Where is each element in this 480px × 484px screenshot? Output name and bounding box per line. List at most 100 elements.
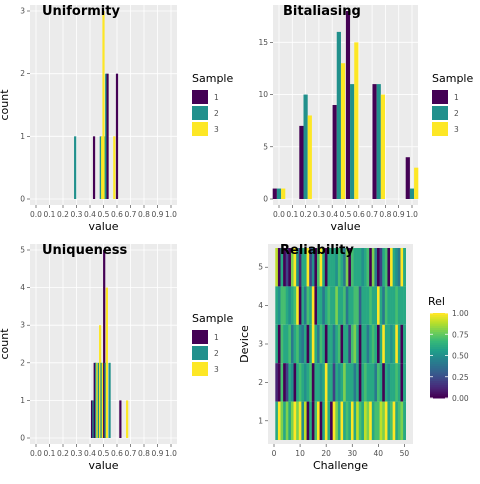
heatmap-cell (325, 286, 328, 324)
heatmap-cell (307, 363, 310, 401)
heatmap-cell (400, 286, 403, 324)
panel-uniqueness: 0.0 0.1 0.2 0.3 0.4 0.5 0.6 0.7 0.8 0.9 1.0012345 U… (0, 243, 233, 472)
legend-label: 3 (214, 365, 219, 374)
heatmap-cell (343, 286, 346, 324)
heatmap-cell (387, 286, 390, 324)
heatmap-cell (393, 402, 396, 440)
heatmap-cell (341, 402, 344, 440)
heatmap-cell (398, 325, 401, 363)
x-tick-label: 50 (400, 449, 410, 458)
y-tick-label: 0 (20, 195, 25, 204)
legend-swatch-1 (192, 90, 208, 104)
heatmap-cell (281, 325, 284, 363)
heatmap-cell (372, 325, 375, 363)
heatmap-cell (325, 363, 328, 401)
legend-swatch-2 (432, 106, 448, 120)
bar-sample-3 (281, 189, 285, 199)
bar-sample-1 (106, 74, 108, 199)
heatmap-cell (348, 286, 351, 324)
heatmap-cell (322, 286, 325, 324)
x-tick-label: 0.3 (71, 449, 83, 458)
legend-swatch-3 (192, 122, 208, 136)
heatmap-cell (299, 286, 302, 324)
x-tick-label: 0.7 (366, 210, 378, 219)
legend-tick-label: 1.00 (452, 309, 469, 318)
heatmap-cell (330, 363, 333, 401)
heatmap-cell (322, 363, 325, 401)
bar-sample-1 (372, 84, 376, 199)
heatmap-cell (356, 402, 359, 440)
x-tick-label: 0.2 (300, 210, 312, 219)
heatmap-cell (354, 325, 357, 363)
heatmap-cell (312, 286, 315, 324)
heatmap-cell (400, 363, 403, 401)
heatmap-cell (330, 286, 333, 324)
heatmap-cell (296, 402, 299, 440)
heatmap-cell (361, 402, 364, 440)
heatmap-cell (372, 402, 375, 440)
heatmap-cell (387, 402, 390, 440)
y-tick-label: 3 (20, 7, 25, 16)
heatmap-cell (390, 248, 393, 286)
y-tick-label: 0 (263, 195, 268, 204)
heatmap-cell (385, 363, 388, 401)
heatmap-cell (312, 363, 315, 401)
heatmap-cell (317, 286, 320, 324)
legend-tick-label: 0.00 (452, 394, 469, 403)
x-tick-label: 1.0 (165, 449, 177, 458)
legend-title: Sample (192, 312, 233, 325)
heatmap-cell (281, 402, 284, 440)
heatmap-cell (385, 248, 388, 286)
heatmap-cell (317, 402, 320, 440)
legend-label: 2 (454, 109, 459, 118)
heatmap-cell (320, 363, 323, 401)
bar-sample-2 (337, 32, 341, 199)
heatmap-cell (398, 286, 401, 324)
heatmap-cell (380, 248, 383, 286)
y-tick-label: 5 (258, 263, 263, 272)
heatmap-cell (346, 402, 349, 440)
heatmap-cell (377, 248, 380, 286)
bar-sample-3 (381, 95, 385, 199)
heatmap-cell (403, 286, 406, 324)
y-tick-label: 3 (20, 321, 25, 330)
heatmap-cell (333, 402, 336, 440)
heatmap-cell (377, 325, 380, 363)
heatmap-cell (288, 286, 291, 324)
legend-tick-label: 0.25 (452, 373, 469, 382)
x-tick-label: 0.2 (57, 449, 69, 458)
heatmap-cell (330, 402, 333, 440)
heatmap-cell (288, 363, 291, 401)
heatmap-cell (281, 363, 284, 401)
x-tick-label: 0.5 (98, 449, 110, 458)
legend: Rel 1.00 0.75 0.50 0.25 0.00 (428, 295, 469, 403)
heatmap-cell (367, 402, 370, 440)
heatmap-cell (338, 402, 341, 440)
heatmap-cell (374, 286, 377, 324)
heatmap-cell (341, 363, 344, 401)
heatmap-cell (304, 363, 307, 401)
y-tick-label: 2 (258, 378, 263, 387)
heatmap-cell (380, 286, 383, 324)
heatmap-cell (294, 286, 297, 324)
heatmap-cell (296, 363, 299, 401)
y-tick-label: 10 (258, 90, 268, 99)
heatmap-cell (367, 248, 370, 286)
heatmap-cell (275, 363, 278, 401)
heatmap-cell (364, 286, 367, 324)
heatmap-cell (354, 248, 357, 286)
x-tick-label: 0.8 (138, 210, 150, 219)
heatmap-cell (309, 363, 312, 401)
heatmap-cell (400, 402, 403, 440)
y-axis-label: count (0, 328, 11, 360)
panel-uniformity: 0.0 0.1 0.2 0.3 0.4 0.5 0.6 0.7 0.8 0.9 1.0 0 1 2 3 Uni… (0, 4, 233, 233)
chart-title: Uniformity (42, 4, 120, 19)
heatmap-cell (320, 402, 323, 440)
heatmap-cell (359, 325, 362, 363)
legend-tick-label: 0.50 (452, 352, 469, 361)
legend-label: 1 (454, 93, 459, 102)
heatmap-cell (361, 325, 364, 363)
heatmap-cell (294, 363, 297, 401)
heatmap-cell (299, 402, 302, 440)
heatmap-cell (327, 402, 330, 440)
